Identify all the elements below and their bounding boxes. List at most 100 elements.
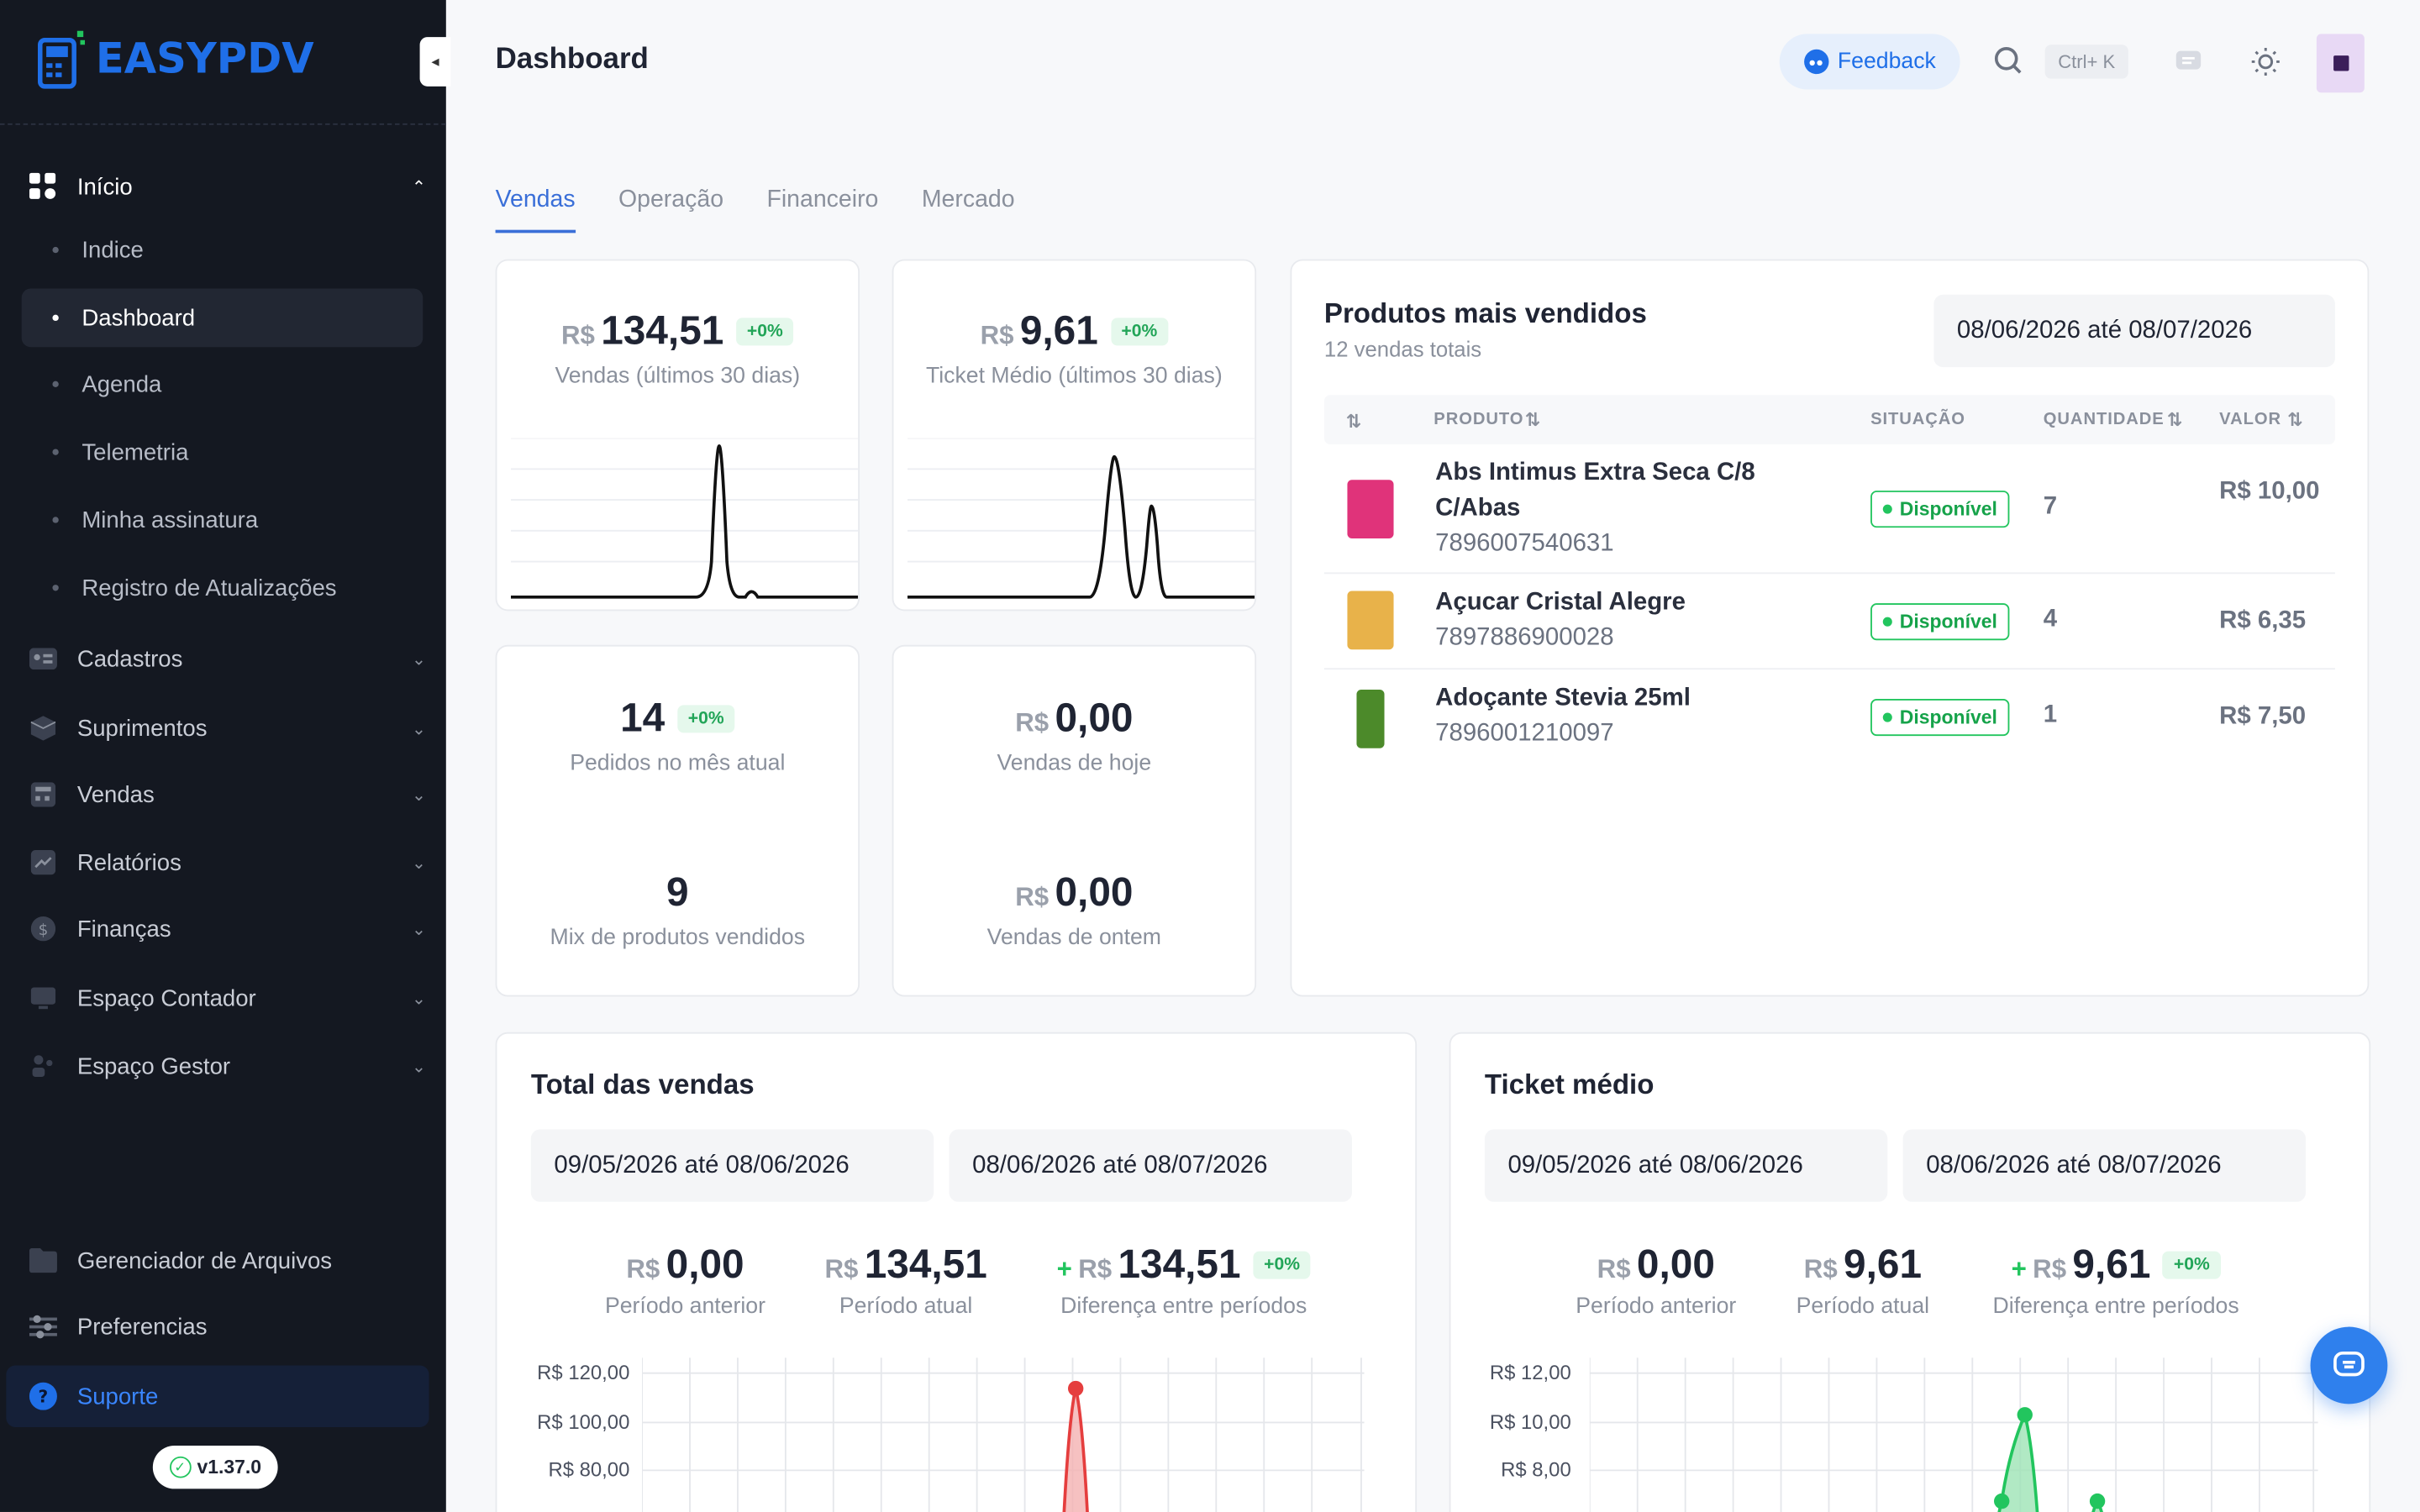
stat-value: 134,51 [1118, 1240, 1241, 1287]
col-quantidade[interactable]: QUANTIDADE [2043, 410, 2165, 429]
y-axis-tick: R$ 12,00 [1489, 1360, 1571, 1384]
menu-suporte[interactable]: ? Suporte [6, 1365, 429, 1427]
menu-espaco-gestor[interactable]: Espaço Gestor ⌄ [28, 1047, 426, 1084]
collapse-sidebar-button[interactable]: ◂ [419, 37, 451, 87]
stat-label: Período atual [1796, 1294, 1930, 1320]
product-title: Adoçante Stevia 25ml [1435, 685, 1691, 711]
ticket-medio-chart [1589, 1357, 2318, 1512]
menu-label: Vendas [76, 781, 155, 808]
chat-fab-button[interactable] [2310, 1326, 2388, 1404]
product-value: R$ 10,00 [2219, 478, 2320, 505]
date-range-previous[interactable]: 09/05/2026 até 08/06/2026 [530, 1129, 934, 1202]
tab-vendas[interactable]: Vendas [495, 186, 576, 234]
avatar[interactable] [2316, 34, 2365, 93]
theme-sun-icon[interactable] [2250, 46, 2281, 77]
chevron-up-icon: ⌃ [411, 178, 426, 197]
folder-icon [28, 1245, 59, 1276]
stat-value: 0,00 [1636, 1240, 1715, 1287]
table-row[interactable]: Adoçante Stevia 25ml 7896001210097 Dispon… [1324, 671, 2335, 765]
menu-vendas[interactable]: Vendas ⌄ [28, 776, 426, 813]
currency-label: R$ [1597, 1254, 1631, 1284]
sort-icon[interactable]: ⇅ [2286, 408, 2304, 431]
chart-point[interactable] [1994, 1493, 2010, 1509]
tab-operacao[interactable]: Operação [618, 186, 724, 213]
sliders-icon [28, 1311, 59, 1342]
date-range-previous[interactable]: 09/05/2026 até 08/06/2026 [1484, 1129, 1888, 1202]
chart-point[interactable] [2089, 1493, 2106, 1509]
chevron-down-icon: ⌄ [411, 650, 426, 669]
sidebar-item-label: Registro de Atualizações [82, 575, 337, 601]
col-produto[interactable]: PRODUTO [1434, 410, 1524, 429]
kpi-label: Vendas (últimos 30 dias) [555, 364, 801, 389]
search-shortcut[interactable]: Ctrl+ K [2044, 45, 2128, 79]
currency-label: R$ [824, 1254, 859, 1284]
col-valor[interactable]: VALOR [2219, 410, 2281, 429]
y-axis-tick: R$ 100,00 [537, 1410, 630, 1434]
menu-cadastros[interactable]: Cadastros ⌄ [28, 640, 426, 677]
stat-value: 0,00 [666, 1240, 744, 1287]
kpi-value: 134,51 [601, 307, 724, 354]
table-header: ⇅ PRODUTO ⇅ SITUAÇÃO QUANTIDADE ⇅ VALOR … [1323, 395, 2335, 444]
menu-preferencias[interactable]: Preferencias [28, 1309, 426, 1346]
sort-icon[interactable]: ⇅ [1345, 410, 1363, 433]
version-label: v1.37.0 [197, 1456, 262, 1478]
chevron-down-icon: ⌄ [411, 719, 426, 738]
change-badge: +0% [676, 704, 735, 732]
product-quantity: 4 [2043, 606, 2058, 633]
pos-terminal-icon [37, 30, 86, 89]
menu-relatorios[interactable]: Relatórios ⌄ [28, 844, 426, 881]
sidebar-item-telemetria[interactable]: Telemetria [22, 423, 424, 481]
sidebar-item-minha-assinatura[interactable]: Minha assinatura [22, 491, 424, 549]
box-icon [28, 713, 59, 744]
total-vendas-card: Total das vendas 09/05/2026 até 08/06/20… [495, 1032, 1418, 1512]
sidebar: EASYPDV ◂ Início ⌃ Indice Dashboard Agen… [0, 0, 451, 1512]
sort-icon[interactable]: ⇅ [2166, 408, 2184, 431]
product-name: Açucar Cristal Alegre 7897886900028 [1435, 585, 1806, 655]
chart-point[interactable] [2017, 1407, 2033, 1423]
messages-icon[interactable] [2173, 46, 2204, 77]
date-range-picker[interactable]: 08/06/2026 até 08/07/2026 [1933, 294, 2335, 368]
stat-value: 9,61 [2072, 1240, 2151, 1287]
kpi-value: 9,61 [1019, 307, 1098, 354]
dashboard-tabs: Vendas Operação Financeiro Mercado [495, 186, 1015, 234]
kpi-label: Pedidos no mês atual [570, 751, 786, 776]
bullet-icon [52, 517, 59, 523]
menu-gerenciador-arquivos[interactable]: Gerenciador de Arquivos [28, 1242, 426, 1279]
table-row[interactable]: Abs Intimus Extra Seca C/8 C/Abas 7896007… [1323, 446, 2335, 575]
trend-icon [28, 847, 59, 878]
svg-text:$: $ [39, 921, 49, 939]
current-period-stat: R$ 9,61 Período atual [1770, 1241, 1955, 1320]
chat-icon [2333, 1351, 2365, 1377]
date-range-current[interactable]: 08/06/2026 até 08/07/2026 [949, 1129, 1352, 1202]
currency-label: R$ [626, 1254, 660, 1284]
col-situacao[interactable]: SITUAÇÃO [1870, 410, 1965, 429]
kpi-label: Mix de produtos vendidos [550, 926, 806, 951]
search-icon[interactable] [1994, 46, 2022, 74]
section-title: Ticket médio [1484, 1068, 1655, 1100]
menu-label: Gerenciador de Arquivos [76, 1247, 333, 1274]
chart-point[interactable] [1067, 1380, 1084, 1397]
menu-espaco-contador[interactable]: Espaço Contador ⌄ [28, 979, 426, 1016]
date-range-current[interactable]: 08/06/2026 até 08/07/2026 [1902, 1129, 2307, 1202]
menu-label: Cadastros [76, 645, 183, 672]
menu-inicio[interactable]: Início ⌃ [28, 168, 426, 205]
product-thumbnail [1347, 591, 1394, 650]
tab-mercado[interactable]: Mercado [921, 186, 1015, 213]
sidebar-item-registro[interactable]: Registro de Atualizações [22, 559, 424, 617]
kpi-label: Vendas de ontem [986, 926, 1162, 951]
tab-financeiro[interactable]: Financeiro [766, 186, 879, 213]
sidebar-item-agenda[interactable]: Agenda [22, 354, 424, 413]
logo[interactable]: EASYPDV [37, 28, 314, 89]
sidebar-item-dashboard[interactable]: Dashboard [21, 288, 424, 348]
kpi-value: 9 [666, 869, 689, 916]
menu-suprimentos[interactable]: Suprimentos ⌄ [28, 710, 426, 747]
menu-financas[interactable]: $ Finanças ⌄ [28, 911, 426, 948]
stat-label: Diferença entre períodos [1992, 1294, 2239, 1320]
stat-label: Diferença entre períodos [1060, 1294, 1307, 1320]
sidebar-item-indice[interactable]: Indice [22, 221, 424, 280]
total-vendas-chart [642, 1357, 1365, 1512]
sort-icon[interactable]: ⇅ [1524, 408, 1542, 431]
feedback-button[interactable]: ●● Feedback [1779, 34, 1960, 90]
current-period-stat: R$ 134,51 Período atual [806, 1241, 1007, 1320]
table-row[interactable]: Açucar Cristal Alegre 7897886900028 Dispo… [1323, 575, 2335, 670]
